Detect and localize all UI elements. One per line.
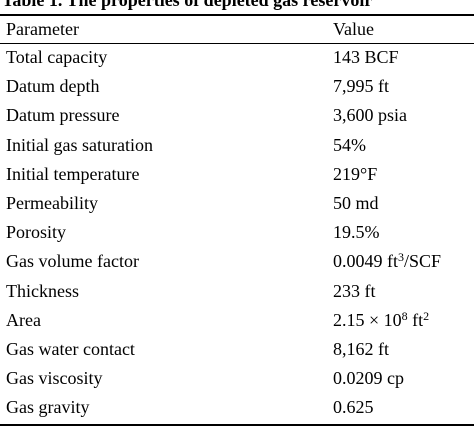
value-unit: /SCF <box>404 251 442 272</box>
table-row: Total capacity 143 BCF <box>0 43 474 72</box>
parameter-cell: Gas viscosity <box>6 368 103 389</box>
parameter-cell: Area <box>6 309 41 330</box>
table-row: Gas volume factor 0.0049 ft3/SCF <box>0 247 474 276</box>
table-row: Gas gravity 0.625 <box>0 393 474 422</box>
value-superscript: 3 <box>398 250 404 265</box>
value-cell: 0.625 <box>333 397 374 418</box>
parameter-cell: Permeability <box>6 193 98 214</box>
value-cell: 233 ft <box>333 280 376 301</box>
value-cell: 3,600 psia <box>333 105 407 126</box>
value-cell: 19.5% <box>333 222 380 243</box>
bottom-rule <box>0 424 474 426</box>
table-row: Thickness 233 ft <box>0 277 474 306</box>
parameter-cell: Initial temperature <box>6 163 140 184</box>
parameter-cell: Gas volume factor <box>6 251 139 272</box>
value-cell: 54% <box>333 134 366 155</box>
value-cell: 7,995 ft <box>333 76 389 97</box>
parameter-cell: Gas water contact <box>6 338 135 359</box>
table-row: Porosity 19.5% <box>0 218 474 247</box>
column-header-parameter: Parameter <box>6 19 79 39</box>
top-rule <box>0 14 474 16</box>
value-cell: 8,162 ft <box>333 338 389 359</box>
parameter-cell: Total capacity <box>6 47 108 68</box>
value-unit-superscript: 2 <box>423 308 430 323</box>
table-row: Initial gas saturation 54% <box>0 131 474 160</box>
parameter-cell: Thickness <box>6 280 79 301</box>
table-row: Datum pressure 3,600 psia <box>0 101 474 130</box>
value-exponent: 8 <box>401 308 408 323</box>
table-row: Permeability 50 md <box>0 189 474 218</box>
value-cell: 219°F <box>333 163 378 184</box>
value-text: 0.0049 ft <box>333 251 398 272</box>
value-text: 2.15 × 10 <box>333 309 402 330</box>
table-row: Initial temperature 219°F <box>0 160 474 189</box>
parameter-cell: Datum pressure <box>6 105 120 126</box>
parameter-cell: Datum depth <box>6 76 100 97</box>
table-row: Gas water contact 8,162 ft <box>0 335 474 364</box>
value-cell: 143 BCF <box>333 47 399 68</box>
value-unit: ft <box>407 309 424 330</box>
parameter-cell: Porosity <box>6 222 67 243</box>
table-row: Area 2.15 × 108 ft2 <box>0 306 474 335</box>
table-row: Gas viscosity 0.0209 cp <box>0 364 474 393</box>
reservoir-properties-table: Parameter Value Total capacity 143 BCF D… <box>0 16 474 422</box>
parameter-cell: Initial gas saturation <box>6 134 153 155</box>
value-cell: 0.0209 cp <box>333 368 404 389</box>
header-rule <box>0 43 474 44</box>
value-cell: 2.15 × 108 ft2 <box>333 306 474 335</box>
table-caption: Table 1. The properties of depleted gas … <box>2 0 373 10</box>
column-header-value: Value <box>333 19 374 39</box>
header-row: Parameter Value <box>0 16 474 43</box>
table-row: Datum depth 7,995 ft <box>0 72 474 101</box>
parameter-cell: Gas gravity <box>6 397 90 418</box>
value-cell: 0.0049 ft3/SCF <box>333 247 474 276</box>
value-cell: 50 md <box>333 193 379 214</box>
